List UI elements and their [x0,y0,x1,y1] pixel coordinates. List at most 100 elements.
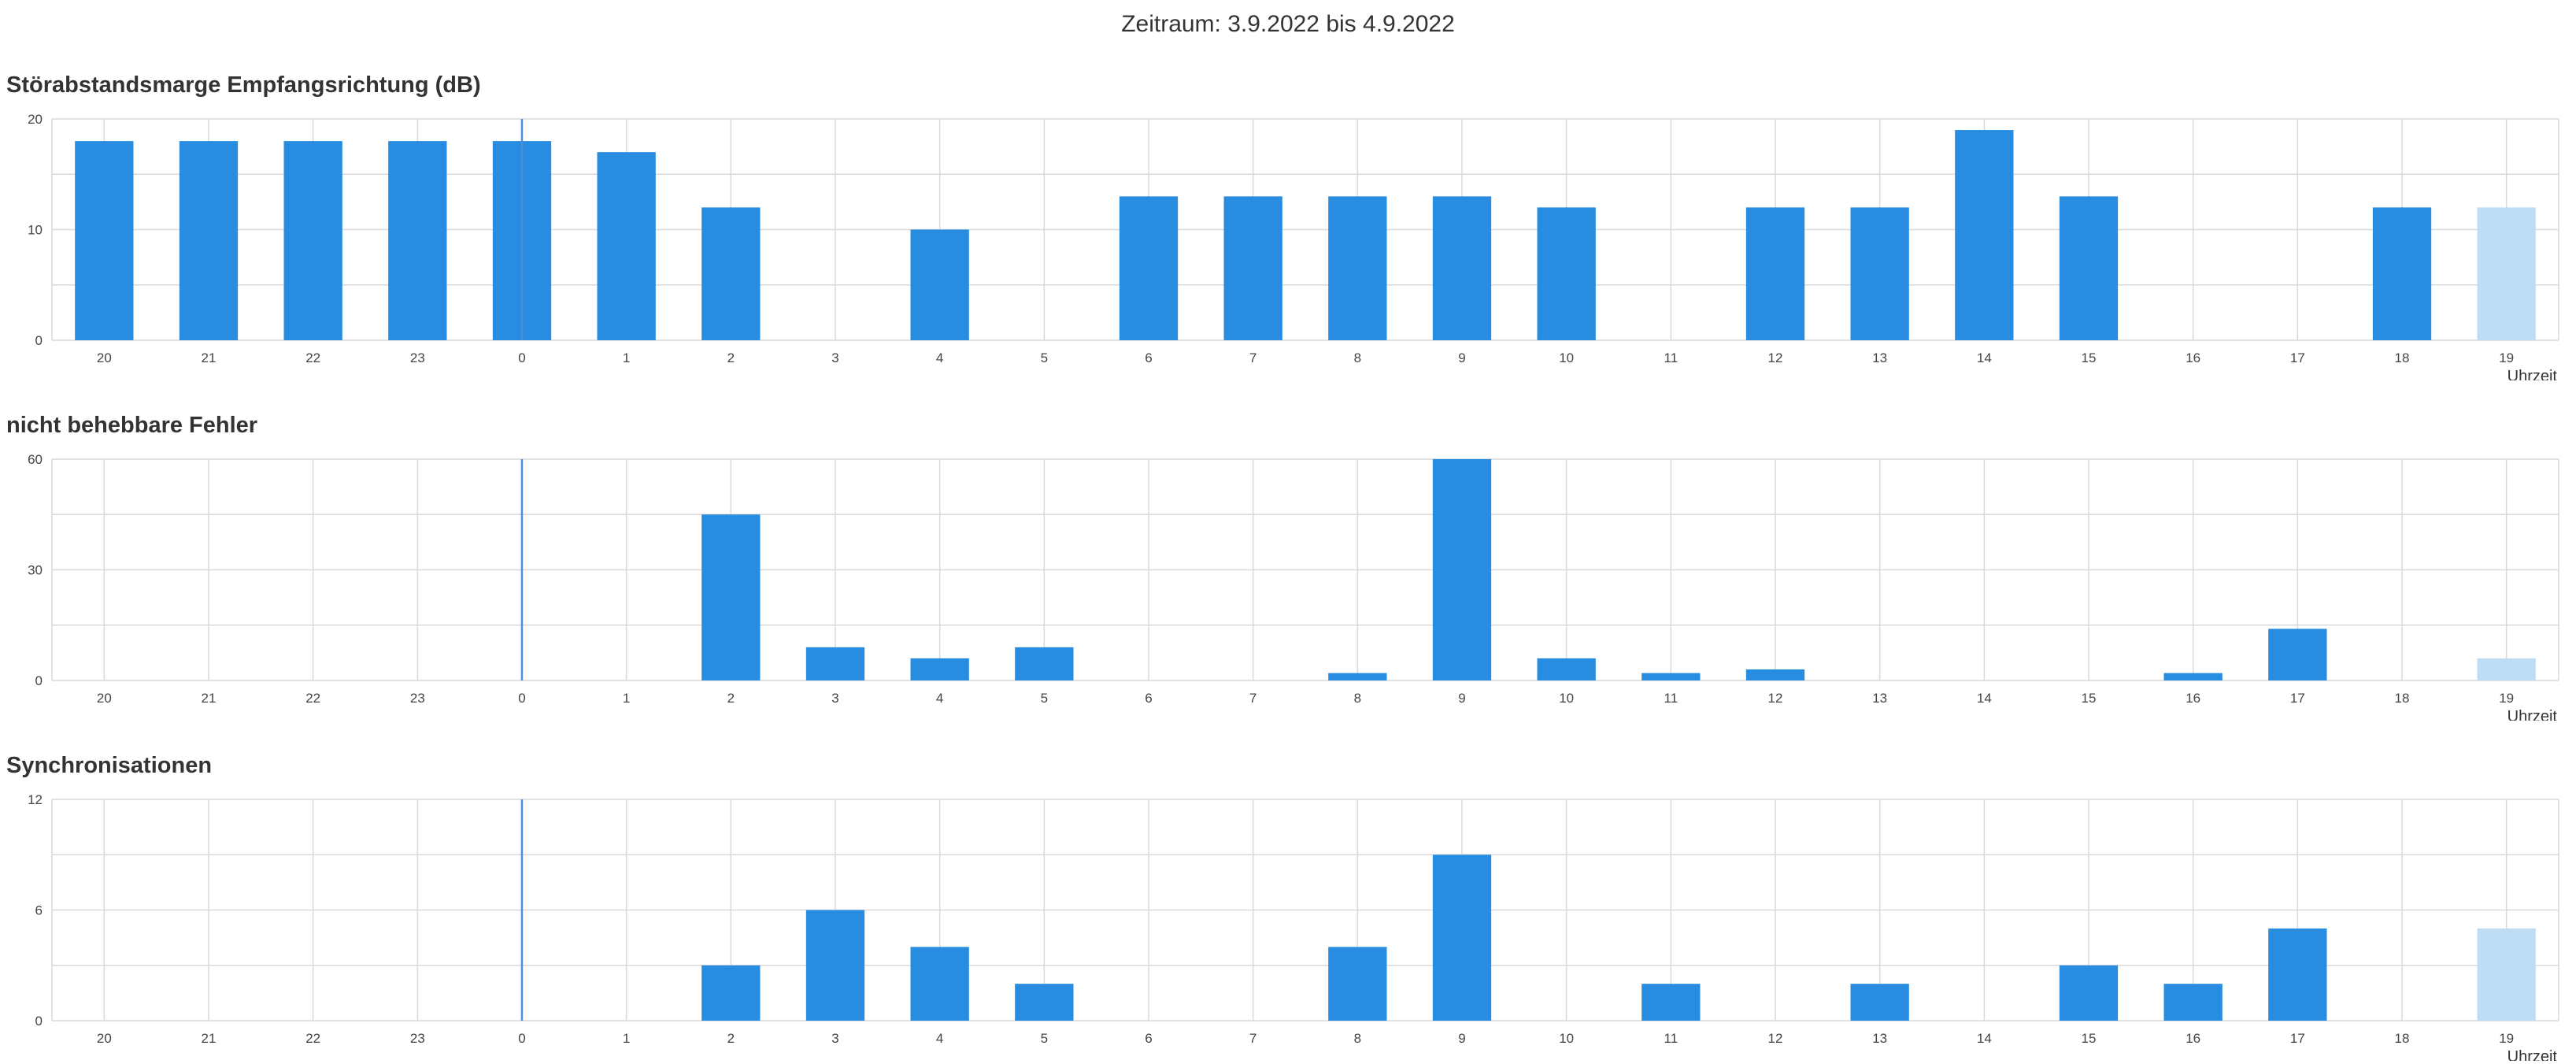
bar-1 [597,152,656,340]
bar-15 [2059,965,2119,1021]
x-axis-label: Uhrzeit [2508,1048,2558,1061]
x-tick-label: 10 [1559,350,1574,365]
bar-9 [1432,855,1492,1021]
chart-title-errors: nicht behebbare Fehler [6,413,258,438]
x-tick-label: 18 [2395,350,2410,365]
x-tick-label: 22 [305,1031,320,1046]
x-tick-label: 2 [727,1031,735,1046]
y-tick-label: 0 [35,333,43,348]
x-tick-label: 17 [2290,350,2305,365]
x-tick-label: 17 [2290,1031,2305,1046]
chart-title-snr: Störabstandsmarge Empfangsrichtung (dB) [6,72,481,98]
bar-3 [805,647,865,680]
x-tick-label: 16 [2186,691,2200,706]
bar-11 [1641,673,1701,680]
x-tick-label: 23 [410,691,425,706]
x-tick-label: 21 [202,350,217,365]
x-tick-label: 8 [1354,1031,1361,1046]
x-tick-label: 9 [1458,691,1465,706]
bar-2 [701,965,761,1021]
x-tick-label: 14 [1977,1031,1992,1046]
bar-8 [1328,196,1387,340]
bar-4 [910,229,969,340]
bar-16 [2163,984,2223,1021]
bar-8 [1328,947,1387,1021]
x-tick-label: 17 [2290,691,2305,706]
x-tick-label: 3 [831,1031,838,1046]
x-tick-label: 12 [1768,691,1783,706]
x-tick-label: 16 [2186,1031,2200,1046]
bar-17 [2268,928,2327,1021]
x-tick-label: 22 [305,350,320,365]
x-tick-label: 9 [1458,350,1465,365]
bar-4 [910,947,969,1021]
bar-19 [2477,207,2536,340]
x-tick-label: 11 [1664,691,1678,706]
x-tick-label: 14 [1977,350,1992,365]
x-tick-label: 0 [518,691,525,706]
bar-13 [1850,207,1909,340]
x-tick-label: 13 [1872,350,1887,365]
bar-21 [179,141,239,340]
bar-3 [805,910,865,1021]
x-tick-label: 6 [1145,691,1152,706]
bar-15 [2059,196,2119,340]
x-tick-label: 19 [2499,691,2514,706]
x-tick-label: 15 [2082,350,2097,365]
y-tick-label: 0 [35,673,43,688]
x-tick-label: 23 [410,1031,425,1046]
x-tick-label: 10 [1559,1031,1574,1046]
x-tick-label: 3 [831,350,838,365]
x-axis-label: Uhrzeit [2508,368,2558,380]
y-tick-label: 20 [28,114,43,127]
x-tick-label: 23 [410,350,425,365]
x-tick-label: 3 [831,691,838,706]
x-tick-label: 16 [2186,350,2200,365]
x-tick-label: 12 [1768,1031,1783,1046]
y-tick-label: 30 [28,563,43,578]
bar-19 [2477,928,2536,1021]
bar-22 [283,141,342,340]
bar-14 [1955,130,2014,341]
y-tick-label: 60 [28,454,43,467]
x-tick-label: 19 [2499,1031,2514,1046]
x-tick-label: 20 [97,350,112,365]
x-tick-label: 9 [1458,1031,1465,1046]
bar-17 [2268,628,2327,680]
x-tick-label: 11 [1664,350,1678,365]
bar-19 [2477,658,2536,680]
x-tick-label: 6 [1145,350,1152,365]
x-tick-label: 4 [936,691,943,706]
x-tick-label: 10 [1559,691,1574,706]
x-tick-label: 20 [97,1031,112,1046]
x-tick-label: 15 [2082,1031,2097,1046]
x-tick-label: 12 [1768,350,1783,365]
x-tick-label: 5 [1041,1031,1048,1046]
bar-4 [910,658,969,680]
x-tick-label: 2 [727,691,735,706]
y-tick-label: 12 [28,795,43,807]
x-tick-label: 15 [2082,691,2097,706]
bar-5 [1015,647,1074,680]
x-axis-label: Uhrzeit [2508,708,2558,721]
x-tick-label: 0 [518,1031,525,1046]
bar-6 [1119,196,1179,340]
x-tick-label: 19 [2499,350,2514,365]
bar-9 [1432,459,1492,680]
bar-18 [2372,207,2432,340]
bar-12 [1745,669,1805,680]
x-tick-label: 1 [623,1031,630,1046]
x-tick-label: 14 [1977,691,1992,706]
x-tick-label: 11 [1664,1031,1678,1046]
y-tick-label: 0 [35,1014,43,1029]
bar-9 [1432,196,1492,340]
bar-12 [1745,207,1805,340]
x-tick-label: 1 [623,691,630,706]
bar-13 [1850,984,1909,1021]
x-tick-label: 21 [202,1031,217,1046]
x-tick-label: 6 [1145,1031,1152,1046]
bar-8 [1328,673,1387,680]
x-tick-label: 18 [2395,691,2410,706]
bar-11 [1641,984,1701,1021]
